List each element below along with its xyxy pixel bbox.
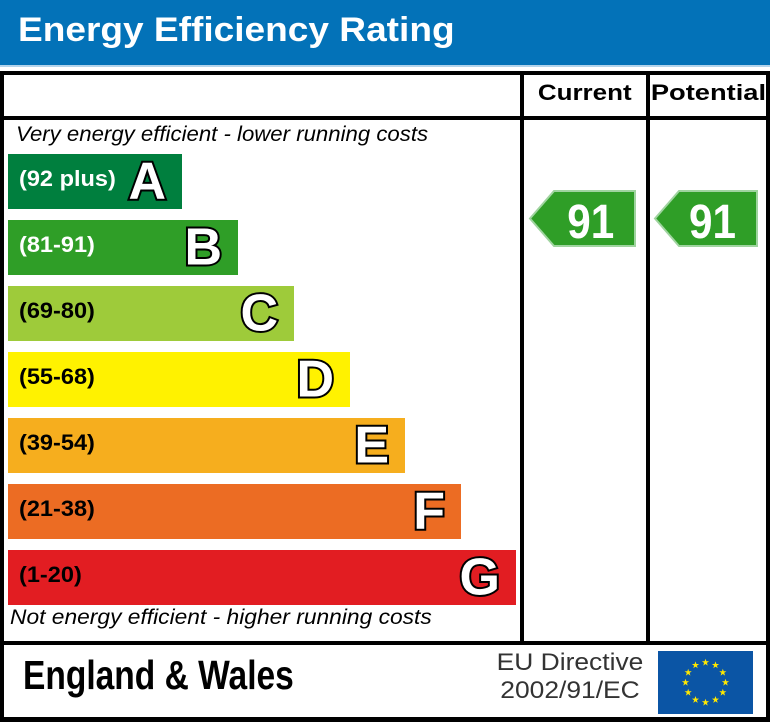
svg-text:C: C [240, 285, 278, 343]
svg-text:91: 91 [567, 195, 614, 249]
svg-text:D: D [296, 351, 334, 409]
svg-text:F: F [413, 483, 445, 541]
svg-text:G: G [460, 549, 500, 607]
svg-text:B: B [184, 219, 222, 277]
svg-text:A: A [128, 153, 166, 211]
svg-text:91: 91 [689, 195, 736, 249]
svg-text:E: E [354, 417, 389, 475]
